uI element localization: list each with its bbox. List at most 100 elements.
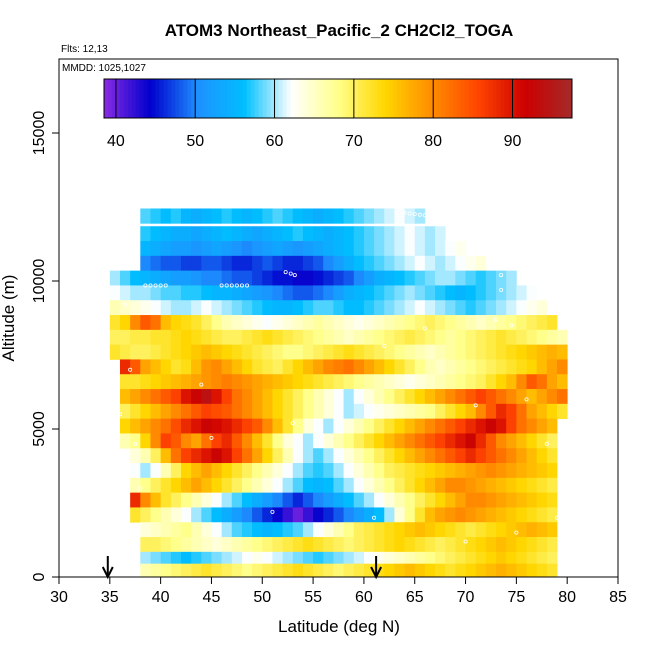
- heatmap-cell: [526, 448, 538, 464]
- heatmap-cell: [455, 507, 466, 523]
- heatmap-cell: [201, 389, 212, 405]
- x-tick-label: 55: [304, 589, 322, 606]
- heatmap-cell: [191, 507, 202, 523]
- heatmap-cell: [231, 255, 243, 272]
- heatmap-cell: [414, 315, 426, 331]
- heatmap-cell: [333, 241, 344, 257]
- colorbar-segment: [270, 79, 275, 118]
- heatmap-cell: [333, 403, 344, 420]
- heatmap-cell: [292, 255, 304, 272]
- heatmap-cell: [343, 329, 355, 346]
- colorbar-segment: [127, 79, 133, 118]
- heatmap-cell: [221, 492, 233, 508]
- heatmap-cell: [404, 507, 416, 523]
- heatmap-cell: [374, 359, 385, 375]
- heatmap-cell: [150, 563, 162, 578]
- heatmap-cell: [557, 344, 568, 360]
- heatmap-cell: [292, 270, 304, 286]
- sample-point: [422, 326, 427, 331]
- heatmap-cell: [384, 270, 395, 286]
- heatmap-cell: [516, 374, 527, 390]
- x-axis: 30 35 40 45 50 55 60 65 70 75 80 85: [50, 577, 627, 606]
- heatmap-cell: [221, 226, 233, 242]
- colorbar-segment: [556, 79, 561, 118]
- heatmap-cell: [201, 315, 212, 331]
- heatmap-cell: [333, 448, 344, 464]
- heatmap-cell: [404, 389, 416, 405]
- heatmap-cell: [394, 300, 405, 316]
- heatmap-cell: [506, 522, 517, 538]
- heatmap-cell: [323, 537, 334, 553]
- heatmap-cell: [231, 359, 243, 375]
- heatmap-cell: [302, 433, 314, 449]
- heatmap-cell: [313, 551, 324, 568]
- heatmap-cell: [414, 344, 426, 360]
- heatmap-cell: [374, 433, 385, 449]
- heatmap-cell: [272, 226, 283, 242]
- heatmap-cell: [506, 329, 517, 346]
- heatmap-cell: [302, 537, 314, 553]
- colorbar-segment: [504, 79, 509, 118]
- colorbar-segment: [456, 79, 462, 118]
- heatmap-cell: [150, 433, 162, 449]
- heatmap-cell: [384, 300, 395, 316]
- heatmap-cell: [231, 344, 243, 360]
- heatmap-cell: [496, 300, 507, 316]
- heatmap-cell: [170, 477, 182, 494]
- heatmap-cell: [302, 208, 314, 224]
- colorbar-segment: [234, 79, 240, 118]
- x-tick-label: 75: [507, 589, 525, 606]
- sample-point: [509, 323, 514, 328]
- heatmap-cell: [221, 315, 233, 331]
- heatmap-cell: [445, 403, 456, 420]
- heatmap-cell: [414, 300, 426, 316]
- heatmap-cell: [536, 477, 548, 494]
- heatmap-cell: [363, 522, 375, 538]
- heatmap-cell: [536, 537, 548, 553]
- heatmap-cell: [414, 522, 426, 538]
- heatmap-cell: [394, 418, 405, 434]
- colorbar-segment: [377, 79, 383, 118]
- heatmap-cell: [516, 329, 527, 346]
- heatmap-cell: [160, 492, 172, 508]
- heatmap-cell: [231, 270, 243, 286]
- heatmap-cell: [282, 315, 294, 331]
- colorbar-segment: [397, 79, 402, 118]
- heatmap-cell: [414, 389, 426, 405]
- heatmap-cell: [241, 329, 253, 346]
- heatmap-cell: [201, 537, 212, 553]
- heatmap-cell: [374, 255, 385, 272]
- heatmap-cell: [313, 403, 324, 420]
- heatmap-cell: [109, 315, 121, 331]
- plot-frame: [58, 58, 619, 578]
- colorbar-segment: [278, 79, 283, 118]
- colorbar-segment: [183, 79, 188, 118]
- heatmap-cell: [424, 403, 436, 420]
- heatmap-cell: [201, 477, 212, 494]
- heatmap-cell: [363, 226, 375, 242]
- colorbar-segment: [262, 79, 268, 118]
- heatmap-cell: [455, 359, 466, 375]
- x-tick-label: 35: [101, 589, 119, 606]
- heatmap-cell: [313, 522, 324, 538]
- y-axis: 0 5000 10000 15000: [31, 111, 59, 581]
- heatmap-cell: [150, 208, 162, 224]
- heatmap-cell: [201, 563, 212, 578]
- colorbar-segment: [298, 79, 303, 118]
- heatmap-cell: [282, 463, 294, 479]
- heatmap-cell: [282, 418, 294, 434]
- heatmap-cell: [252, 507, 263, 523]
- sample-point: [402, 210, 407, 215]
- sample-point: [382, 344, 387, 349]
- heatmap-cell: [536, 463, 548, 479]
- heatmap-cell: [180, 463, 192, 479]
- heatmap-cell: [272, 300, 283, 316]
- heatmap-cell: [445, 433, 456, 449]
- colorbar-segment: [508, 79, 513, 118]
- heatmap-cell: [170, 507, 182, 523]
- heatmap-cell: [160, 563, 172, 578]
- heatmap-cell: [130, 477, 141, 494]
- heatmap-cell: [109, 270, 121, 286]
- heatmap-cell: [414, 563, 426, 578]
- heatmap-cell: [252, 522, 263, 538]
